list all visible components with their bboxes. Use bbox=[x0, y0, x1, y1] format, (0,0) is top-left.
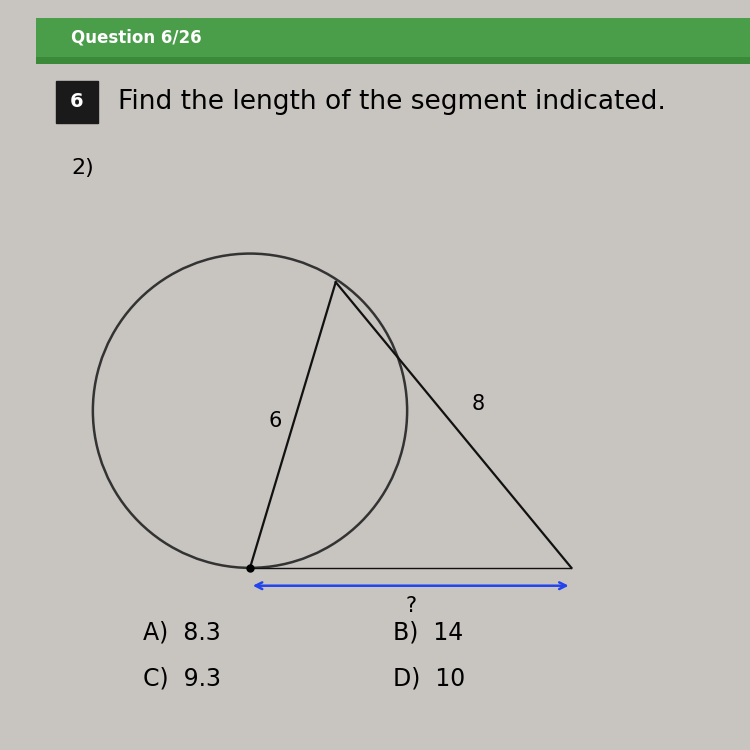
Text: Find the length of the segment indicated.: Find the length of the segment indicated… bbox=[118, 88, 666, 115]
Text: 8: 8 bbox=[472, 394, 485, 413]
Bar bbox=[36, 18, 750, 57]
Text: 6: 6 bbox=[268, 412, 282, 431]
Text: 6: 6 bbox=[70, 92, 83, 111]
FancyBboxPatch shape bbox=[56, 81, 98, 123]
Text: B)  14: B) 14 bbox=[393, 620, 463, 644]
Text: 2): 2) bbox=[71, 158, 94, 178]
Text: D)  10: D) 10 bbox=[393, 667, 465, 691]
Text: ?: ? bbox=[405, 596, 416, 616]
Bar bbox=[36, 57, 750, 64]
Text: A)  8.3: A) 8.3 bbox=[142, 620, 220, 644]
Text: Question 6/26: Question 6/26 bbox=[71, 28, 202, 46]
Text: C)  9.3: C) 9.3 bbox=[142, 667, 220, 691]
